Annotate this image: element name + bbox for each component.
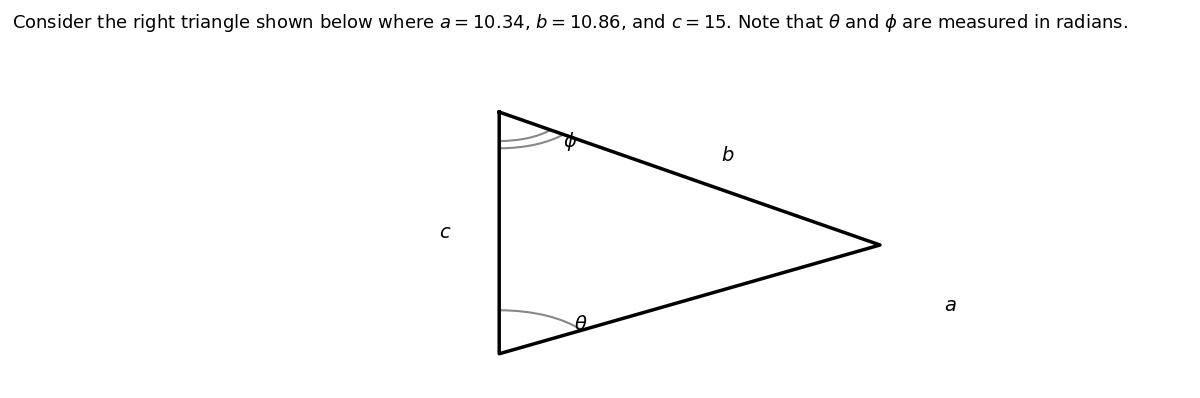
Text: $\theta$: $\theta$ xyxy=(574,315,588,334)
Text: $b$: $b$ xyxy=(721,146,734,165)
Text: $\phi$: $\phi$ xyxy=(563,129,577,152)
Text: Consider the right triangle shown below where $a = 10.34$, $b = 10.86$, and $c =: Consider the right triangle shown below … xyxy=(12,12,1128,34)
Text: $a$: $a$ xyxy=(944,296,958,315)
Text: $c$: $c$ xyxy=(438,223,451,242)
